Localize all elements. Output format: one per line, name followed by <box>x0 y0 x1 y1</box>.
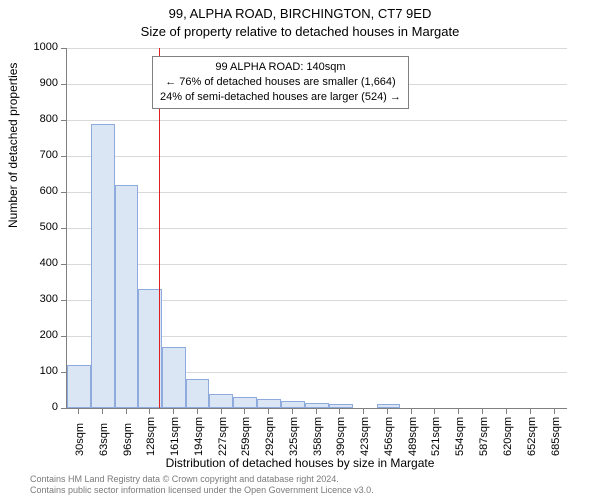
xtick-label: 652sqm <box>526 417 538 456</box>
xtick-label: 554sqm <box>454 417 466 456</box>
xtick-label: 587sqm <box>478 417 490 456</box>
xtick-mark <box>434 409 435 414</box>
xtick-mark <box>458 409 459 414</box>
xtick-label: 259sqm <box>240 417 252 456</box>
xtick-mark <box>126 409 127 414</box>
histogram-bar <box>257 399 281 408</box>
gridline <box>67 120 567 121</box>
ytick-label: 400 <box>28 257 58 269</box>
histogram-bar <box>377 404 400 408</box>
credits-text: Contains HM Land Registry data © Crown c… <box>30 474 374 497</box>
xtick-mark <box>149 409 150 414</box>
histogram-bar <box>162 347 186 408</box>
histogram-bar <box>67 365 91 408</box>
xtick-mark <box>244 409 245 414</box>
ytick-label: 900 <box>28 77 58 89</box>
histogram-bar <box>91 124 115 408</box>
xtick-mark <box>339 409 340 414</box>
xtick-label: 685sqm <box>550 417 562 456</box>
xtick-mark <box>102 409 103 414</box>
x-axis-label: Distribution of detached houses by size … <box>0 456 600 470</box>
ytick-mark <box>61 192 66 193</box>
xtick-label: 325sqm <box>288 417 300 456</box>
ytick-label: 200 <box>28 329 58 341</box>
gridline <box>67 48 567 49</box>
xtick-mark <box>530 409 531 414</box>
histogram-bar <box>305 403 329 408</box>
ytick-label: 100 <box>28 365 58 377</box>
xtick-mark <box>78 409 79 414</box>
ytick-mark <box>61 300 66 301</box>
xtick-label: 227sqm <box>217 417 229 456</box>
ytick-label: 0 <box>28 401 58 413</box>
xtick-mark <box>292 409 293 414</box>
ytick-label: 500 <box>28 221 58 233</box>
xtick-label: 620sqm <box>502 417 514 456</box>
ytick-mark <box>61 120 66 121</box>
ytick-mark <box>61 408 66 409</box>
credits-line-1: Contains HM Land Registry data © Crown c… <box>30 474 374 485</box>
ytick-mark <box>61 84 66 85</box>
xtick-label: 292sqm <box>264 417 276 456</box>
annotation-line-3: 24% of semi-detached houses are larger (… <box>160 90 401 105</box>
ytick-label: 800 <box>28 113 58 125</box>
chart-title-line2: Size of property relative to detached ho… <box>0 24 600 39</box>
xtick-label: 423sqm <box>359 417 371 456</box>
ytick-mark <box>61 48 66 49</box>
xtick-mark <box>411 409 412 414</box>
xtick-label: 489sqm <box>407 417 419 456</box>
xtick-mark <box>197 409 198 414</box>
ytick-label: 700 <box>28 149 58 161</box>
histogram-bar <box>115 185 138 408</box>
xtick-label: 194sqm <box>193 417 205 456</box>
xtick-mark <box>387 409 388 414</box>
ytick-mark <box>61 372 66 373</box>
xtick-label: 96sqm <box>122 423 134 456</box>
ytick-label: 1000 <box>28 41 58 53</box>
xtick-label: 30sqm <box>74 423 86 456</box>
histogram-bar <box>329 404 353 408</box>
xtick-mark <box>506 409 507 414</box>
y-axis-label: Number of detached properties <box>6 63 20 228</box>
xtick-mark <box>268 409 269 414</box>
chart-title-line1: 99, ALPHA ROAD, BIRCHINGTON, CT7 9ED <box>0 6 600 21</box>
ytick-mark <box>61 156 66 157</box>
annotation-line-1: 99 ALPHA ROAD: 140sqm <box>160 60 401 75</box>
xtick-mark <box>316 409 317 414</box>
chart-container: 99, ALPHA ROAD, BIRCHINGTON, CT7 9ED Siz… <box>0 0 600 500</box>
xtick-label: 521sqm <box>430 417 442 456</box>
xtick-mark <box>363 409 364 414</box>
histogram-bar <box>186 379 209 408</box>
xtick-label: 128sqm <box>145 417 157 456</box>
xtick-label: 358sqm <box>312 417 324 456</box>
histogram-bar <box>281 401 304 408</box>
credits-line-2: Contains public sector information licen… <box>30 485 374 496</box>
xtick-label: 63sqm <box>98 423 110 456</box>
xtick-label: 456sqm <box>383 417 395 456</box>
xtick-label: 161sqm <box>169 417 181 456</box>
xtick-mark <box>221 409 222 414</box>
gridline <box>67 228 567 229</box>
annotation-line-2: ← 76% of detached houses are smaller (1,… <box>160 75 401 90</box>
gridline <box>67 156 567 157</box>
ytick-mark <box>61 264 66 265</box>
xtick-mark <box>554 409 555 414</box>
gridline <box>67 264 567 265</box>
xtick-label: 390sqm <box>335 417 347 456</box>
ytick-mark <box>61 228 66 229</box>
histogram-bar <box>233 397 257 408</box>
ytick-label: 300 <box>28 293 58 305</box>
gridline <box>67 192 567 193</box>
xtick-mark <box>173 409 174 414</box>
ytick-mark <box>61 336 66 337</box>
xtick-mark <box>482 409 483 414</box>
annotation-box: 99 ALPHA ROAD: 140sqm ← 76% of detached … <box>152 56 409 109</box>
ytick-label: 600 <box>28 185 58 197</box>
histogram-bar <box>209 394 233 408</box>
